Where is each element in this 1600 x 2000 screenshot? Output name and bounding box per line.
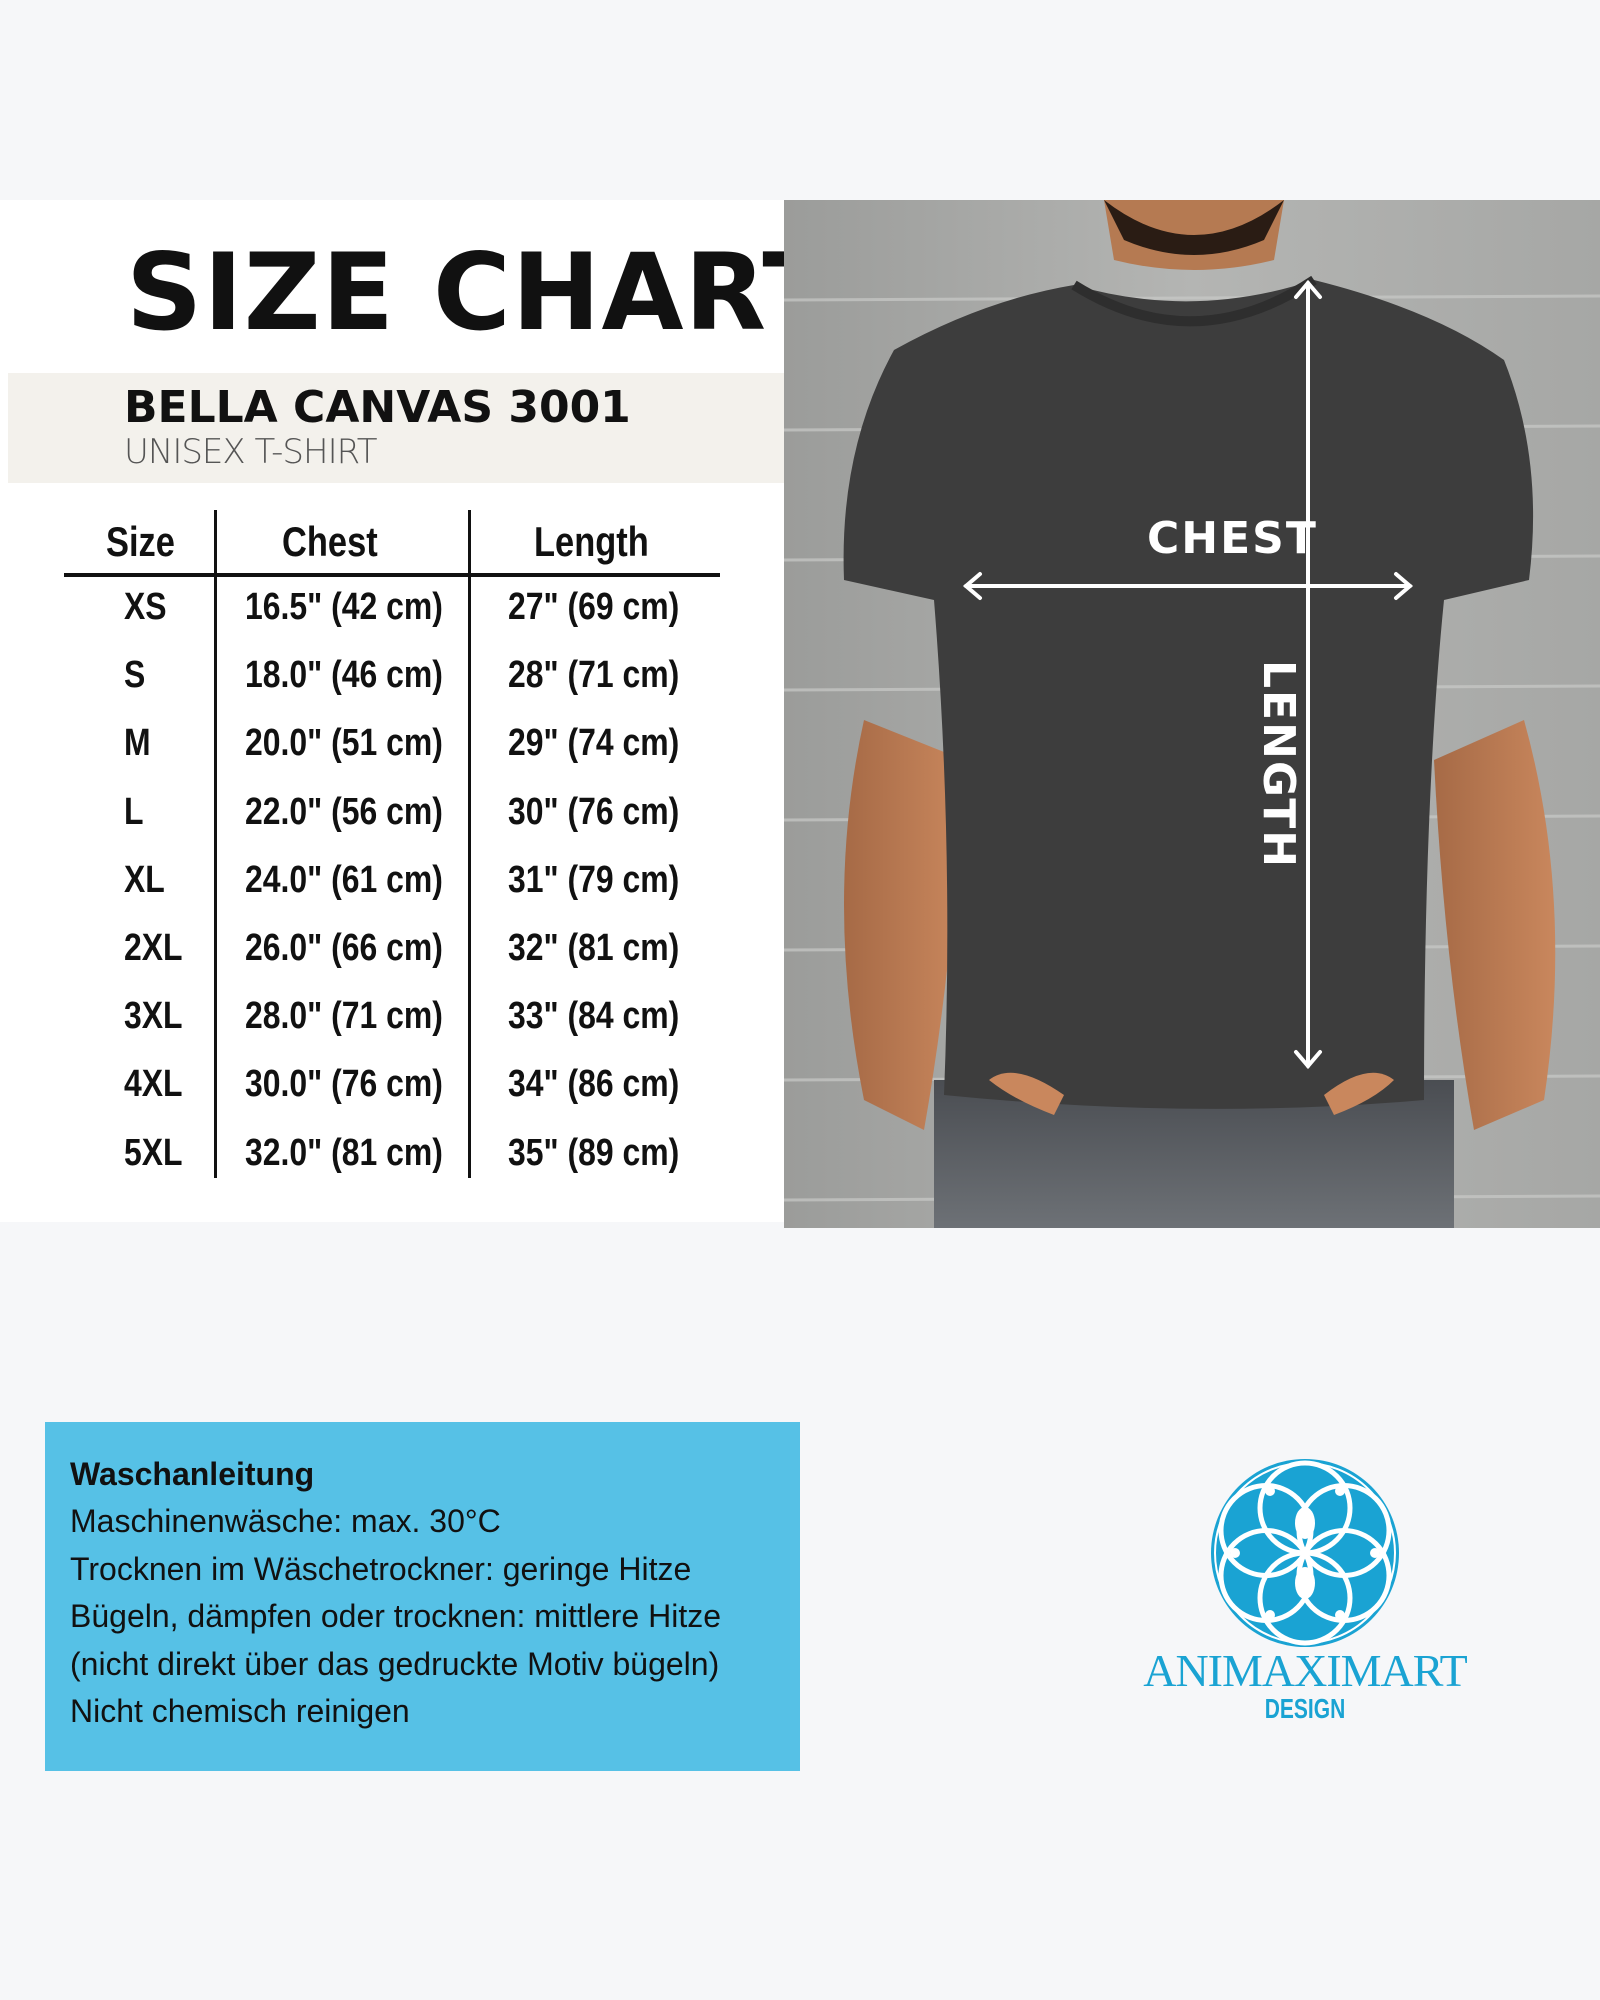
column-divider [214, 510, 217, 1178]
logo-subtitle: DESIGN [1264, 1693, 1346, 1724]
length-arrow [1294, 279, 1322, 1070]
t-shirt [843, 280, 1534, 1109]
column-divider [468, 510, 471, 1178]
chest-cell: 32.0" (81 cm) [245, 1131, 443, 1174]
chest-cell: 26.0" (66 cm) [245, 927, 443, 969]
length-cell: 27" (69 cm) [508, 586, 680, 628]
left-hand [989, 1072, 1064, 1115]
chest-cell: 16.5" (42 cm) [245, 586, 443, 628]
care-line: Trocknen im Wäschetrockner: geringe Hitz… [70, 1551, 692, 1587]
table-header-divider [64, 573, 720, 577]
chest-cell: 24.0" (61 cm) [245, 858, 443, 901]
product-name: BELLA CANVAS 3001 [124, 382, 631, 433]
page-title: SIZE CHART [126, 231, 836, 354]
size-cell: 3XL [124, 995, 183, 1038]
size-cell: XL [124, 858, 165, 901]
chest-cell: 30.0" (76 cm) [245, 1063, 443, 1106]
chest-arrow [962, 572, 1414, 600]
care-title: Waschanleitung [70, 1456, 315, 1492]
length-cell: 30" (76 cm) [508, 790, 680, 833]
beard [1104, 200, 1284, 255]
care-line: Maschinenwäsche: max. 30°C [70, 1503, 501, 1539]
length-cell: 28" (71 cm) [508, 654, 680, 697]
right-hand [1324, 1072, 1394, 1115]
size-cell: XS [124, 586, 167, 628]
length-cell: 29" (74 cm) [508, 722, 680, 765]
care-line: (nicht direkt über das gedruckte Motiv b… [70, 1646, 720, 1682]
length-cell: 35" (89 cm) [508, 1131, 680, 1174]
left-arm [844, 720, 964, 1130]
chest-label: CHEST [1147, 513, 1318, 564]
size-cell: M [124, 722, 151, 765]
length-cell: 34" (86 cm) [508, 1063, 680, 1106]
size-cell: 5XL [124, 1131, 183, 1174]
size-chart-panel [0, 200, 784, 1222]
size-cell: 2XL [124, 927, 183, 969]
care-line: Bügeln, dämpfen oder trocknen: mittlere … [70, 1598, 721, 1634]
logo-wordmark: ANIMAXIMART [1143, 1645, 1468, 1696]
size-cell: L [124, 790, 144, 833]
chest-cell: 28.0" (71 cm) [245, 995, 443, 1038]
column-header-chest: Chest [282, 518, 378, 565]
right-arm [1434, 720, 1556, 1130]
length-cell: 33" (84 cm) [508, 995, 680, 1038]
size-cell: S [124, 654, 146, 697]
model-photo: CHEST LENGTH [784, 200, 1600, 1228]
column-header-size: Size [106, 518, 175, 565]
product-band [8, 373, 784, 483]
size-cell: 4XL [124, 1063, 183, 1106]
length-label: LENGTH [1253, 660, 1304, 869]
length-cell: 32" (81 cm) [508, 927, 680, 969]
chest-cell: 22.0" (56 cm) [245, 790, 443, 833]
chest-cell: 18.0" (46 cm) [245, 654, 443, 697]
product-type: UNISEX T-SHIRT [124, 432, 378, 472]
mandala-logo-icon [1211, 1459, 1399, 1647]
column-header-length: Length [534, 518, 649, 565]
care-instructions-box [45, 1422, 800, 1771]
length-cell: 31" (79 cm) [508, 858, 680, 901]
chest-cell: 20.0" (51 cm) [245, 722, 443, 765]
care-line: Nicht chemisch reinigen [70, 1693, 410, 1729]
